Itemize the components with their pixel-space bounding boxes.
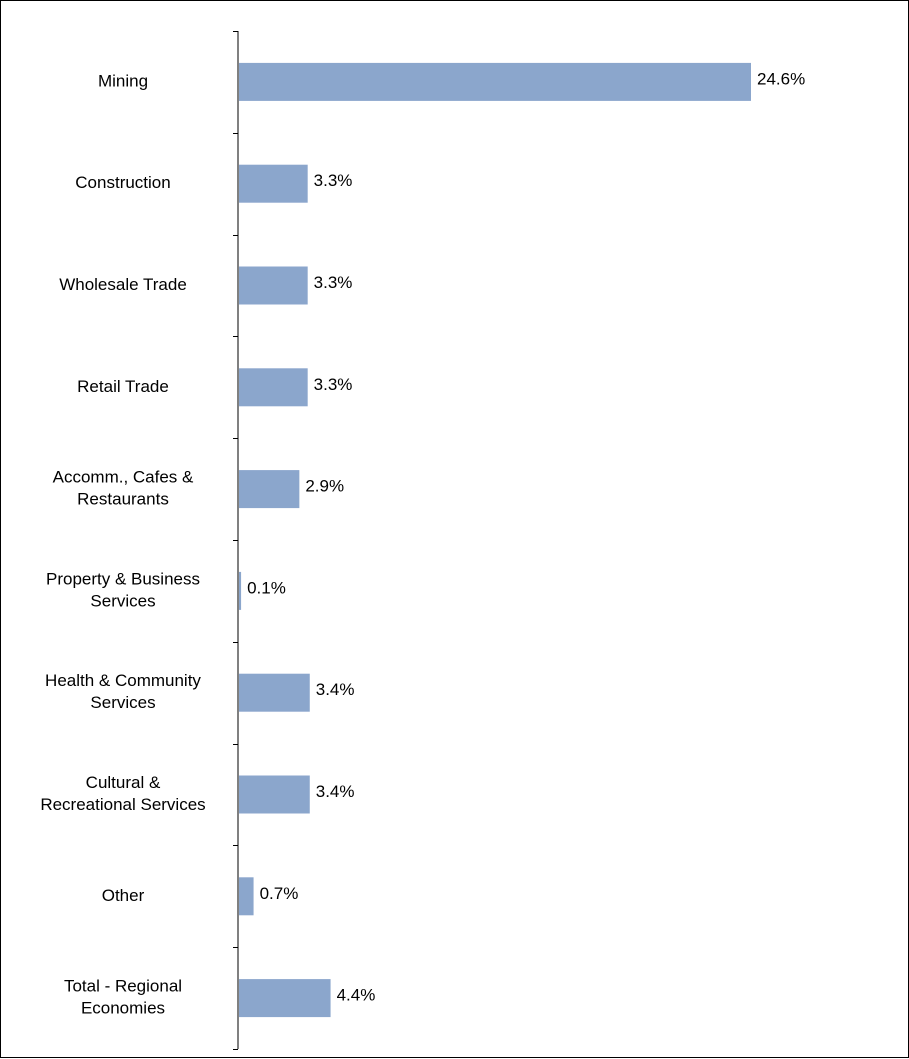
category-label-line: Accomm., Cafes &	[53, 468, 194, 487]
category-label: Retail Trade	[77, 377, 169, 396]
data-label: 24.6%	[757, 69, 805, 88]
bar	[239, 673, 310, 712]
data-label: 3.3%	[314, 171, 353, 190]
category-label: Cultural & Recreational Services	[40, 773, 205, 814]
category-label: Other	[102, 886, 145, 905]
data-label: 0.7%	[260, 884, 299, 903]
bar	[239, 979, 331, 1018]
category-label-line: Recreational Services	[40, 795, 205, 814]
bar	[239, 470, 300, 509]
data-label: 3.4%	[316, 782, 355, 801]
category-label: Total - Regional Economies	[64, 977, 182, 1018]
category-label-line: Mining	[98, 71, 148, 90]
category-label-line: Economies	[81, 999, 165, 1018]
category-label-line: Health & Community	[45, 671, 201, 690]
data-label: 0.1%	[247, 578, 286, 597]
category-label-line: Retail Trade	[77, 377, 169, 396]
data-label: 3.3%	[314, 273, 353, 292]
category-label: Mining	[98, 71, 148, 90]
bar	[239, 368, 308, 407]
data-label: 2.9%	[305, 477, 344, 496]
category-label: Wholesale Trade	[59, 275, 187, 294]
category-label-line: Restaurants	[77, 490, 169, 509]
category-label-line: Cultural &	[86, 773, 161, 792]
category-label: Property & Business Services	[46, 569, 200, 610]
bar	[239, 62, 751, 101]
category-label-line: Construction	[75, 173, 170, 192]
category-label-line: Property & Business	[46, 569, 200, 588]
category-label: Health & Community Services	[45, 671, 201, 712]
data-label: 3.4%	[316, 680, 355, 699]
category-label-line: Wholesale Trade	[59, 275, 187, 294]
bar	[239, 775, 310, 814]
bar	[239, 571, 242, 610]
data-label: 3.3%	[314, 375, 353, 394]
category-label-line: Other	[102, 886, 145, 905]
category-label-line: Services	[90, 693, 155, 712]
bar	[239, 164, 308, 203]
category-label: Accomm., Cafes & Restaurants	[53, 468, 194, 509]
category-label: Construction	[75, 173, 170, 192]
data-label: 4.4%	[337, 986, 376, 1005]
bar	[239, 877, 254, 916]
category-label-line: Total - Regional	[64, 977, 182, 996]
bar	[239, 266, 308, 305]
category-label-line: Services	[90, 591, 155, 610]
